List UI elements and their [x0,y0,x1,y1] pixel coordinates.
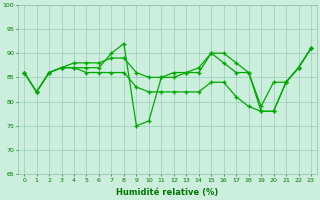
X-axis label: Humidité relative (%): Humidité relative (%) [116,188,219,197]
